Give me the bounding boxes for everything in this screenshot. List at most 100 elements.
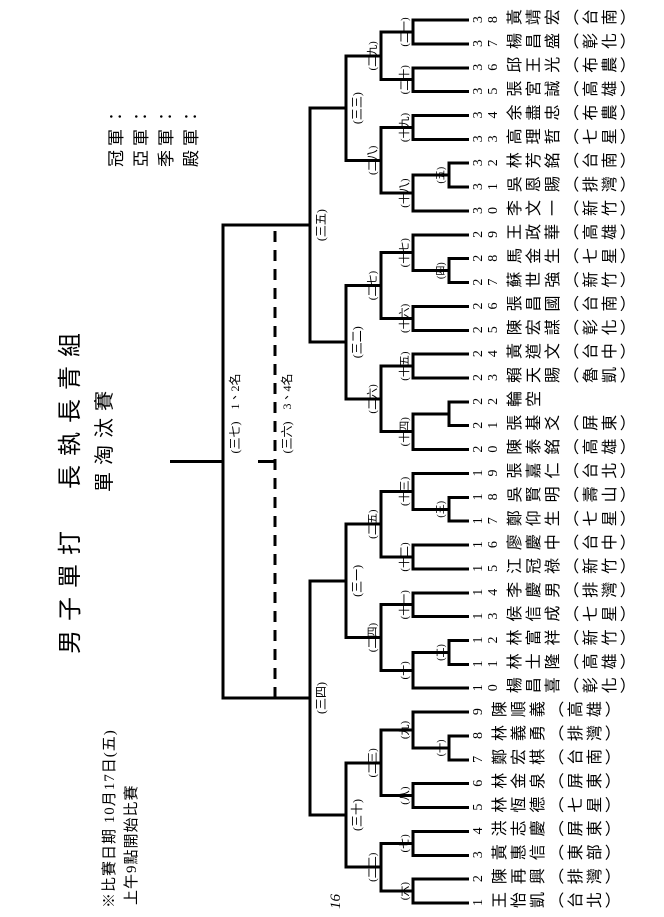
player-name: 余盡忠 bbox=[506, 106, 563, 124]
bracket-line bbox=[447, 734, 469, 762]
match-label: (三四) bbox=[314, 682, 328, 714]
player-club: （七星） bbox=[563, 130, 639, 148]
player-name: 蘇世強 bbox=[506, 273, 563, 291]
player-name: 張嘉仁 bbox=[506, 464, 563, 482]
player-club: （新竹） bbox=[563, 631, 639, 649]
player-number: 20 bbox=[471, 441, 501, 457]
player-entry: 25 陳宏謀（彰化） bbox=[471, 319, 663, 341]
match-label: (三二) bbox=[350, 326, 364, 358]
player-number: 18 bbox=[471, 489, 501, 505]
player-entry: 37 楊昌盛（彰化） bbox=[471, 33, 663, 55]
player-number: 34 bbox=[471, 107, 501, 123]
player-name: 吳賢明 bbox=[506, 488, 563, 506]
player-number: 19 bbox=[471, 465, 501, 481]
player-entry: 12 林富祥（新竹） bbox=[471, 630, 663, 652]
player-name: 李文一 bbox=[506, 201, 563, 219]
player-entry: 3 黃惠信（東部） bbox=[471, 844, 663, 866]
player-club: （高雄） bbox=[563, 440, 639, 458]
player-name: 林富祥 bbox=[506, 631, 563, 649]
player-club: （高雄） bbox=[563, 225, 639, 243]
match-label: (三三) bbox=[350, 92, 364, 124]
player-entry: 16 廖慶中（台中） bbox=[471, 534, 663, 556]
player-club: （台南） bbox=[563, 154, 639, 172]
player-entry: 24 黃道文（台中） bbox=[471, 343, 663, 365]
player-club: （布農） bbox=[563, 106, 639, 124]
player-club: （台南） bbox=[563, 297, 639, 315]
player-entry: 22 輪空 bbox=[471, 391, 663, 413]
player-name: 侯信成 bbox=[506, 607, 563, 625]
page-title: 男子單打 長執長青組 bbox=[58, 324, 84, 654]
player-name: 黃惠信 bbox=[491, 846, 548, 864]
player-name: 高理哲 bbox=[506, 130, 563, 148]
player-entry: 14 李慶男（排灣） bbox=[471, 582, 663, 604]
bracket-line bbox=[447, 495, 469, 523]
player-number: 3 bbox=[471, 847, 486, 863]
player-name: 江冠祿 bbox=[506, 559, 563, 577]
start-time-note: 上午9點開始比賽 bbox=[124, 784, 140, 905]
player-name: 林義勇 bbox=[491, 726, 548, 744]
bracket-line bbox=[411, 782, 469, 810]
player-name: 王政華 bbox=[506, 225, 563, 243]
player-club: （新竹） bbox=[563, 201, 639, 219]
player-club: （布農） bbox=[563, 58, 639, 76]
player-number: 27 bbox=[471, 274, 501, 290]
player-number: 9 bbox=[471, 704, 486, 720]
player-entry: 4 洪志慶（屏東） bbox=[471, 820, 663, 842]
player-name: 廖慶中 bbox=[506, 536, 563, 554]
player-number: 1 bbox=[471, 895, 486, 910]
player-entry: 9 陳順義（高雄） bbox=[471, 701, 663, 723]
player-club: （彰化） bbox=[563, 321, 639, 339]
match-label: (三五) bbox=[314, 209, 328, 241]
page-subtitle: 單淘汰賽 bbox=[94, 384, 116, 492]
player-name: 張宮誠 bbox=[506, 82, 563, 100]
player-entry: 33 高理哲（七星） bbox=[471, 128, 663, 150]
player-number: 6 bbox=[471, 775, 486, 791]
player-club: （七星） bbox=[563, 512, 639, 530]
player-entry: 29 王政華（高雄） bbox=[471, 224, 663, 246]
player-club: （屏東） bbox=[548, 774, 624, 792]
page-number: 16 bbox=[328, 894, 344, 909]
player-entry: 11 林士隆（高雄） bbox=[471, 653, 663, 675]
player-name: 陳宏謀 bbox=[506, 321, 563, 339]
player-name: 楊昌盛 bbox=[506, 34, 563, 52]
player-name: 馬金生 bbox=[506, 249, 563, 267]
third-place-label: 季軍： bbox=[157, 104, 176, 167]
player-number: 36 bbox=[471, 59, 501, 75]
player-number: 15 bbox=[471, 560, 501, 576]
player-name: 陳泰銘 bbox=[506, 440, 563, 458]
player-name: 邱王光 bbox=[506, 58, 563, 76]
date-note: ※比賽日期 10月17日(五) bbox=[102, 729, 118, 908]
player-entry: 38 黃靖宏（台南） bbox=[471, 9, 663, 31]
player-club: （台中） bbox=[563, 536, 639, 554]
player-club: （壽山） bbox=[563, 488, 639, 506]
player-club: （七星） bbox=[548, 798, 624, 816]
player-number: 23 bbox=[471, 370, 501, 386]
runner-up-label: 亞軍： bbox=[132, 104, 151, 167]
results-block: 冠軍： 亞軍： 季軍： 殿軍： bbox=[104, 104, 204, 167]
player-club: （屏東） bbox=[548, 822, 624, 840]
player-number: 29 bbox=[471, 226, 501, 242]
player-number: 5 bbox=[471, 799, 486, 815]
player-name: 黃靖宏 bbox=[506, 11, 563, 29]
player-club: （排灣） bbox=[563, 178, 639, 196]
player-entry: 2 陳再興（排灣） bbox=[471, 868, 663, 890]
player-entry: 7 鄭宏棋（台南） bbox=[471, 749, 663, 771]
player-name: 陳順義 bbox=[491, 703, 548, 721]
player-name: 林芳銘 bbox=[506, 154, 563, 172]
player-entry: 30 李文一（新竹） bbox=[471, 200, 663, 222]
player-name: 洪志慶 bbox=[491, 822, 548, 840]
bracket-line bbox=[411, 543, 469, 571]
player-club: （東部） bbox=[548, 846, 624, 864]
player-number: 21 bbox=[471, 417, 501, 433]
player-club: （彰化） bbox=[563, 679, 639, 697]
player-entry: 28 馬金生（七星） bbox=[471, 248, 663, 270]
player-club: （七星） bbox=[563, 607, 639, 625]
player-number: 10 bbox=[471, 680, 501, 696]
bracket-line bbox=[411, 829, 469, 857]
player-name: 林士隆 bbox=[506, 655, 563, 673]
player-name: 陳再興 bbox=[491, 870, 548, 888]
player-entry: 21 張基爻（屏東） bbox=[471, 415, 663, 437]
player-club: （魯凱） bbox=[563, 369, 639, 387]
